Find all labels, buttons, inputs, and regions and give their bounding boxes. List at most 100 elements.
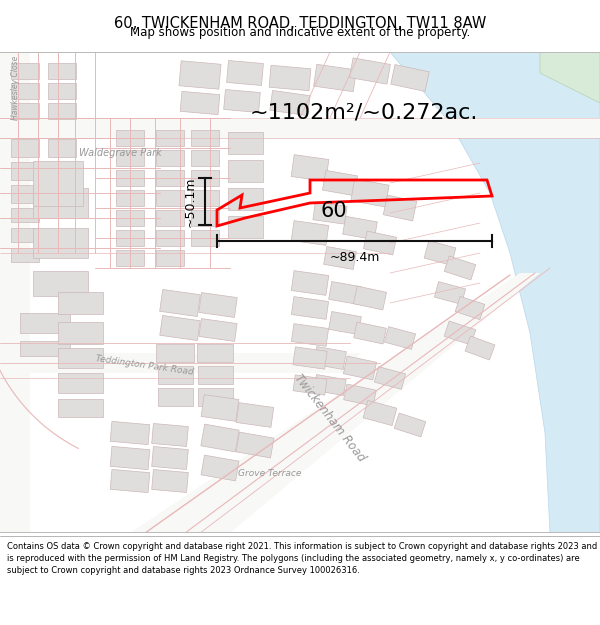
Bar	[270, 91, 310, 116]
Bar	[152, 469, 188, 492]
Bar	[156, 130, 184, 146]
Bar	[291, 221, 329, 246]
Bar	[156, 150, 184, 166]
Polygon shape	[0, 353, 360, 373]
Polygon shape	[0, 52, 30, 533]
Bar	[394, 413, 426, 437]
Bar	[227, 132, 263, 154]
Bar	[32, 228, 88, 258]
Bar	[157, 366, 193, 384]
Text: Twickenham Road: Twickenham Road	[292, 372, 368, 464]
Bar	[269, 65, 311, 91]
Bar	[180, 91, 220, 114]
Bar	[201, 424, 239, 452]
Bar	[11, 248, 39, 262]
Bar	[48, 162, 76, 180]
Bar	[48, 103, 76, 119]
Bar	[160, 316, 200, 341]
Bar	[197, 388, 233, 406]
Bar	[110, 469, 150, 492]
Bar	[110, 421, 150, 444]
Bar	[191, 170, 219, 186]
Bar	[291, 271, 329, 296]
Bar	[434, 282, 466, 304]
Bar	[110, 446, 150, 469]
Bar	[313, 202, 347, 224]
Bar	[199, 292, 237, 318]
Bar	[156, 230, 184, 246]
Bar	[48, 83, 76, 99]
Bar	[11, 228, 39, 242]
Bar	[116, 150, 144, 166]
Bar	[116, 250, 144, 266]
Bar	[191, 210, 219, 226]
Bar	[156, 250, 184, 266]
Bar	[344, 384, 376, 406]
Bar	[227, 160, 263, 182]
Text: Contains OS data © Crown copyright and database right 2021. This information is : Contains OS data © Crown copyright and d…	[7, 542, 598, 575]
Bar	[191, 190, 219, 206]
Text: ~1102m²/~0.272ac.: ~1102m²/~0.272ac.	[250, 103, 478, 123]
Bar	[156, 170, 184, 186]
Bar	[191, 130, 219, 146]
Bar	[374, 367, 406, 389]
Bar	[314, 374, 346, 396]
Bar	[197, 344, 233, 362]
Bar	[383, 195, 417, 221]
Bar	[227, 61, 263, 86]
Bar	[48, 63, 76, 79]
Bar	[236, 402, 274, 428]
Bar	[58, 399, 103, 417]
Bar	[116, 230, 144, 246]
Bar	[353, 322, 386, 344]
Bar	[58, 373, 103, 393]
Polygon shape	[0, 118, 600, 138]
Bar	[191, 230, 219, 246]
Polygon shape	[540, 52, 600, 103]
Bar	[11, 208, 39, 222]
Bar	[116, 130, 144, 146]
Text: Map shows position and indicative extent of the property.: Map shows position and indicative extent…	[130, 26, 470, 39]
Bar	[58, 348, 103, 368]
Bar	[343, 356, 377, 380]
Bar	[160, 289, 200, 316]
Bar	[33, 161, 83, 206]
Bar	[291, 154, 329, 181]
Bar	[58, 322, 103, 344]
Bar	[391, 64, 429, 91]
Bar	[20, 313, 70, 333]
Bar	[350, 58, 391, 84]
Bar	[58, 292, 103, 314]
Bar	[32, 188, 88, 218]
Bar	[227, 188, 263, 210]
Bar	[156, 344, 194, 362]
Polygon shape	[130, 273, 540, 533]
Bar	[465, 336, 495, 360]
Bar	[292, 324, 329, 346]
Bar	[201, 455, 239, 481]
Bar	[351, 179, 389, 207]
Bar	[11, 63, 39, 79]
Bar	[32, 271, 88, 296]
Bar	[353, 286, 386, 310]
Bar	[116, 170, 144, 186]
Bar	[48, 139, 76, 157]
Bar	[444, 256, 476, 280]
Bar	[314, 346, 346, 369]
Bar	[227, 216, 263, 238]
Bar	[179, 61, 221, 89]
Text: ~50.1m: ~50.1m	[184, 176, 197, 227]
Bar	[343, 216, 377, 239]
Bar	[323, 246, 356, 269]
Bar	[385, 327, 416, 349]
Text: Teddington Park Road: Teddington Park Road	[95, 354, 194, 376]
Bar	[11, 83, 39, 99]
Bar	[156, 210, 184, 226]
Bar	[293, 347, 327, 369]
Bar	[11, 139, 39, 157]
Bar	[292, 297, 329, 319]
Text: 60: 60	[320, 201, 347, 221]
Bar	[323, 171, 358, 196]
Text: 60, TWICKENHAM ROAD, TEDDINGTON, TW11 8AW: 60, TWICKENHAM ROAD, TEDDINGTON, TW11 8A…	[114, 16, 486, 31]
Bar	[329, 311, 361, 334]
